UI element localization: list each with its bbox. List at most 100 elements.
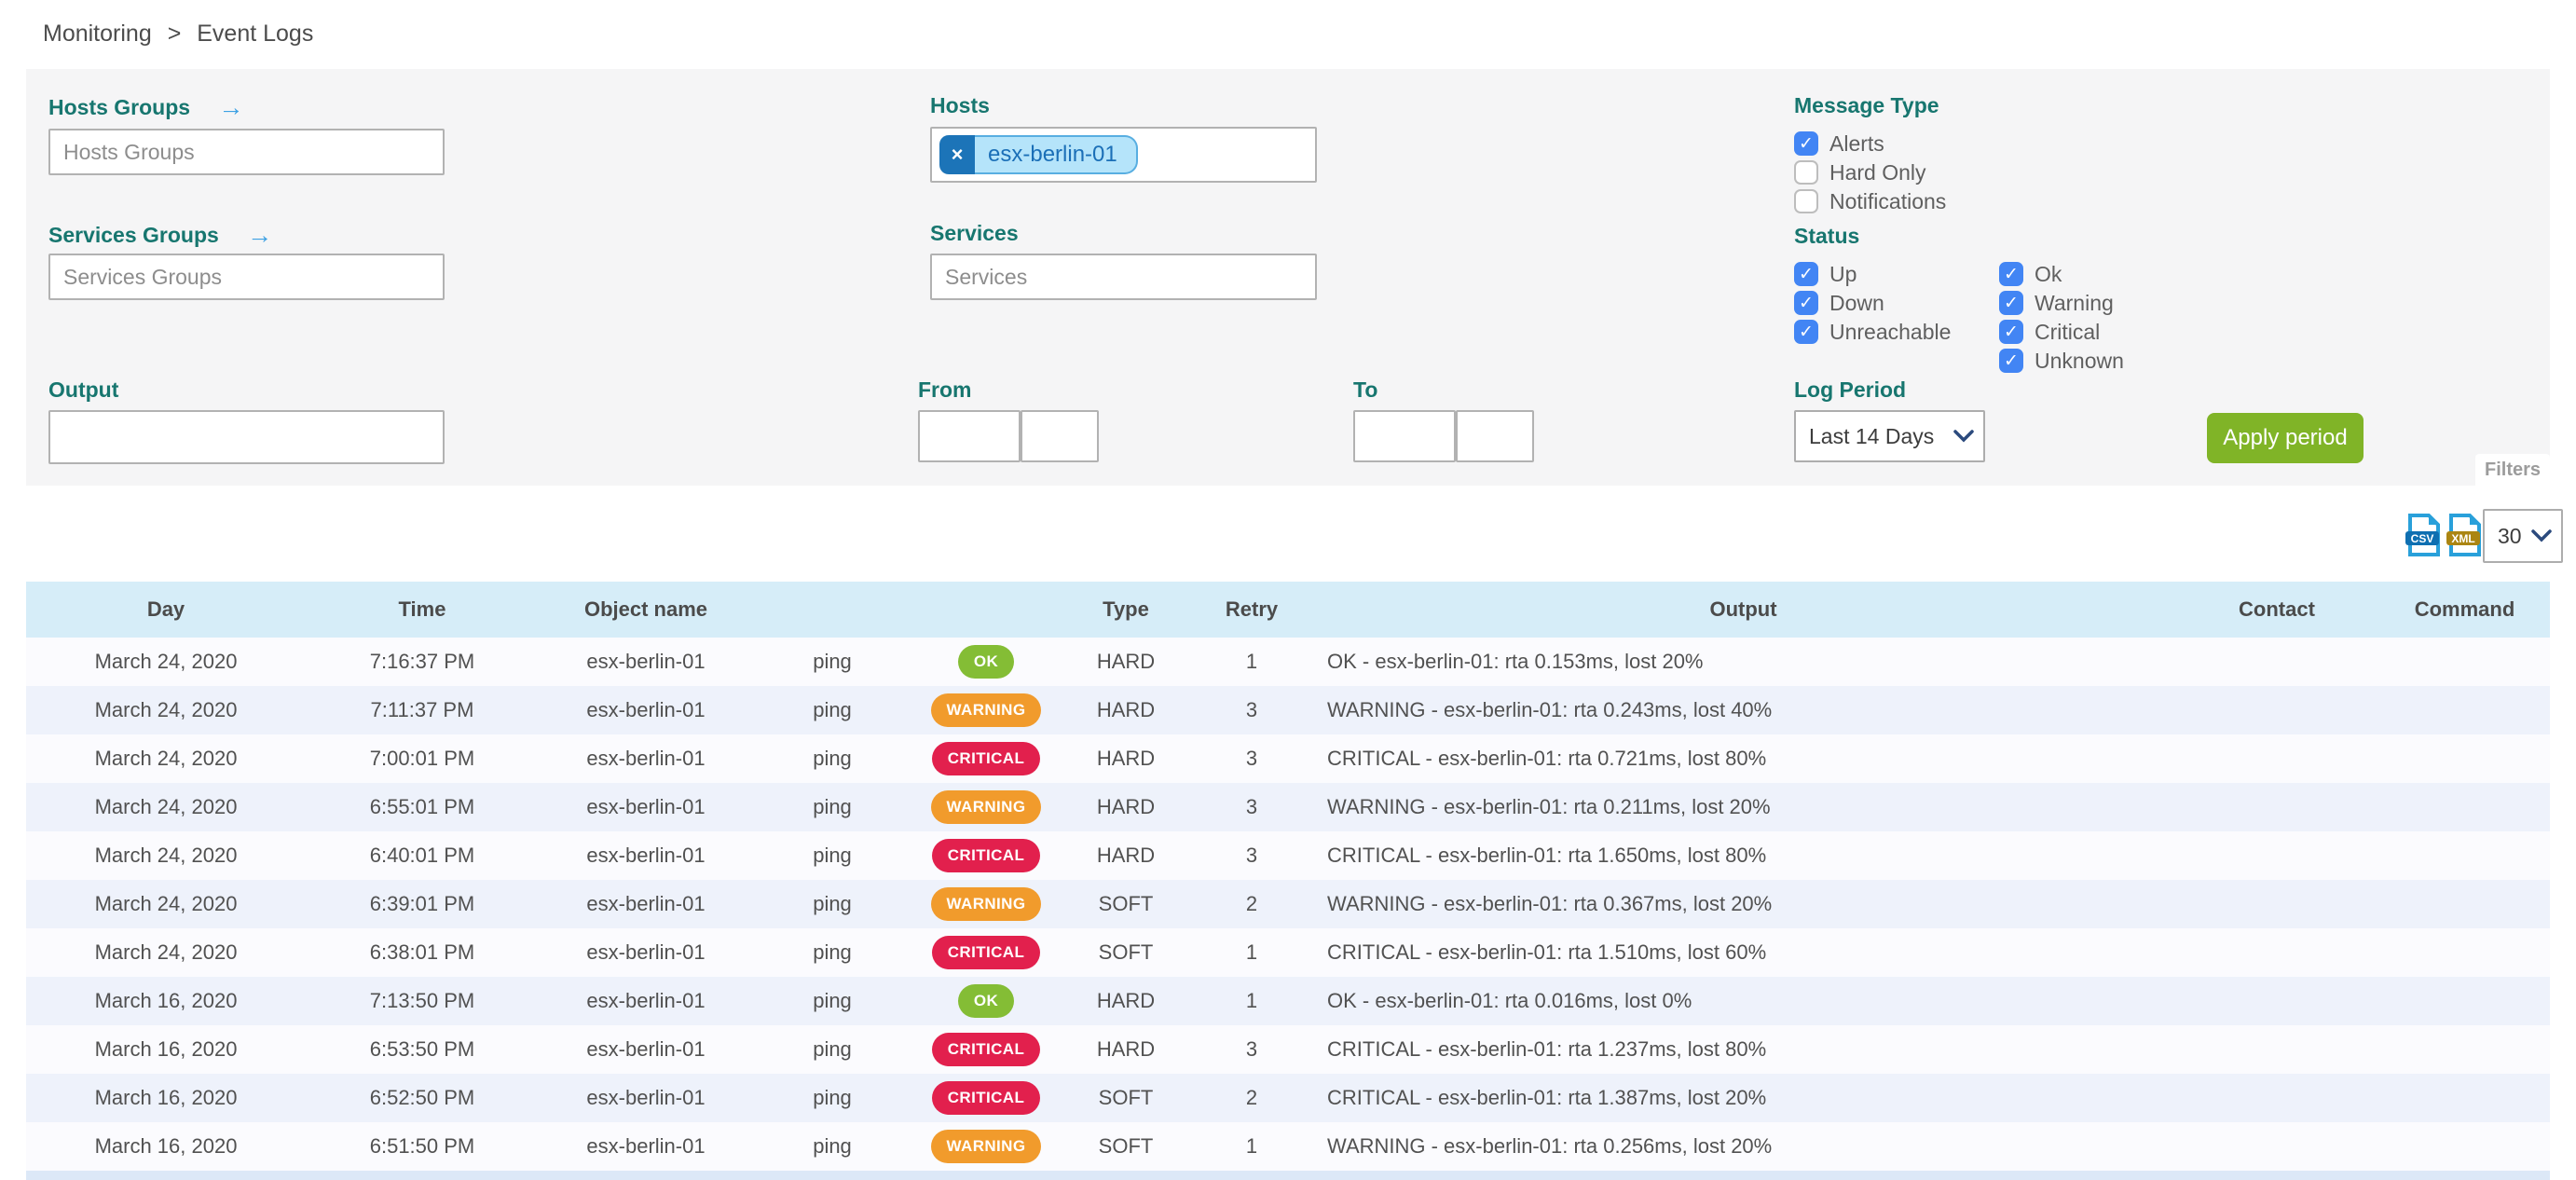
- table-row[interactable]: March 16, 2020 6:52:50 PM esx-berlin-01 …: [26, 1074, 2550, 1122]
- checkbox-critical[interactable]: Critical: [1999, 319, 2100, 345]
- to-time-input[interactable]: [1456, 410, 1534, 462]
- cell-retry: 2: [1245, 892, 1258, 915]
- column-header-retry[interactable]: Retry: [1225, 597, 1279, 621]
- from-time-input[interactable]: [1021, 410, 1099, 462]
- table-row[interactable]: March 16, 2020 7:13:50 PM esx-berlin-01 …: [26, 977, 2550, 1025]
- export-xml-icon[interactable]: XML: [2446, 514, 2483, 556]
- cell-output: OK - esx-berlin-01: rta 0.016ms, lost 0%: [1327, 989, 1692, 1012]
- apply-period-button[interactable]: Apply period: [2207, 413, 2364, 463]
- output-input[interactable]: [48, 410, 445, 464]
- filter-panel: Hosts Groups → Services Groups → Output …: [26, 69, 2550, 486]
- table-row[interactable]: March 24, 2020 6:39:01 PM esx-berlin-01 …: [26, 880, 2550, 928]
- checkbox-up-box[interactable]: [1794, 262, 1818, 286]
- table-row[interactable]: March 24, 2020 6:38:01 PM esx-berlin-01 …: [26, 928, 2550, 977]
- checkbox-warning-box[interactable]: [1999, 291, 2023, 315]
- checkbox-notifications-box[interactable]: [1794, 189, 1818, 213]
- cell-service: ping: [813, 650, 852, 673]
- checkbox-unreachable-box[interactable]: [1794, 320, 1818, 344]
- cell-object-name: esx-berlin-01: [586, 747, 706, 770]
- cell-type: HARD: [1096, 698, 1156, 721]
- column-header-contact[interactable]: Contact: [2239, 597, 2315, 621]
- cell-day: March 16, 2020: [94, 1037, 238, 1061]
- status-badge: CRITICAL: [931, 1081, 1041, 1115]
- cell-time: 7:11:37 PM: [370, 698, 474, 721]
- cell-time: 6:39:01 PM: [369, 892, 475, 915]
- from-date-input[interactable]: [918, 410, 1021, 462]
- checkbox-critical-box[interactable]: [1999, 320, 2023, 344]
- arrow-right-icon[interactable]: →: [218, 93, 244, 121]
- checkbox-unknown-label: Unknown: [2035, 348, 2124, 373]
- checkbox-up[interactable]: Up: [1794, 261, 1857, 287]
- filters-tab[interactable]: Filters: [2475, 454, 2550, 486]
- checkbox-unknown-box[interactable]: [1999, 349, 2023, 373]
- hosts-label: Hosts: [930, 93, 990, 117]
- cell-day: March 24, 2020: [94, 747, 238, 770]
- cell-status: CRITICAL: [911, 1033, 1061, 1066]
- table-row[interactable]: March 24, 2020 7:00:01 PM esx-berlin-01 …: [26, 734, 2550, 783]
- breadcrumb-monitoring[interactable]: Monitoring: [43, 21, 152, 47]
- cell-output: CRITICAL - esx-berlin-01: rta 0.721ms, l…: [1327, 747, 1767, 770]
- checkbox-ok-box[interactable]: [1999, 262, 2023, 286]
- table-row[interactable]: March 24, 2020 6:40:01 PM esx-berlin-01 …: [26, 831, 2550, 880]
- cell-time: 6:53:50 PM: [369, 1037, 475, 1061]
- export-csv-icon[interactable]: CSV: [2405, 514, 2442, 556]
- column-header-output[interactable]: Output: [1709, 597, 1777, 621]
- table-row[interactable]: March 24, 2020 6:55:01 PM esx-berlin-01 …: [26, 783, 2550, 831]
- checkbox-hard-only[interactable]: Hard Only: [1794, 159, 1926, 185]
- cell-type: HARD: [1096, 795, 1156, 818]
- column-header-time[interactable]: Time: [398, 597, 446, 621]
- cell-type: SOFT: [1098, 940, 1154, 964]
- cell-output: WARNING - esx-berlin-01: rta 0.256ms, lo…: [1327, 1134, 1773, 1158]
- checkbox-alerts[interactable]: Alerts: [1794, 130, 1884, 157]
- column-header-object-name[interactable]: Object name: [583, 597, 708, 621]
- status-badge: CRITICAL: [931, 1033, 1041, 1066]
- checkbox-down-label: Down: [1829, 290, 1884, 315]
- column-header-type[interactable]: Type: [1103, 597, 1149, 621]
- hosts-groups-input[interactable]: [48, 129, 445, 175]
- remove-host-tag-icon[interactable]: ×: [939, 135, 975, 174]
- checkbox-down-box[interactable]: [1794, 291, 1818, 315]
- status-badge: CRITICAL: [931, 936, 1041, 969]
- table-row[interactable]: March 24, 2020 7:11:37 PM esx-berlin-01 …: [26, 686, 2550, 734]
- hosts-input[interactable]: × esx-berlin-01: [930, 127, 1317, 183]
- checkbox-notifications[interactable]: Notifications: [1794, 188, 1946, 214]
- cell-object-name: esx-berlin-01: [586, 698, 706, 721]
- checkbox-unreachable[interactable]: Unreachable: [1794, 319, 1951, 345]
- to-date-input[interactable]: [1353, 410, 1456, 462]
- cell-status: CRITICAL: [911, 936, 1061, 969]
- page-size-select[interactable]: 30: [2483, 509, 2563, 563]
- checkbox-unreachable-label: Unreachable: [1829, 319, 1952, 344]
- cell-time: 6:40:01 PM: [369, 844, 475, 867]
- breadcrumb-event-logs[interactable]: Event Logs: [197, 21, 314, 47]
- breadcrumb-separator: >: [167, 21, 182, 47]
- checkbox-alerts-box[interactable]: [1794, 131, 1818, 156]
- arrow-right-icon[interactable]: →: [247, 221, 273, 249]
- cell-object-name: esx-berlin-01: [586, 1037, 706, 1061]
- cell-object-name: esx-berlin-01: [586, 892, 706, 915]
- cell-service: ping: [813, 698, 852, 721]
- checkbox-hard-only-box[interactable]: [1794, 160, 1818, 185]
- checkbox-down[interactable]: Down: [1794, 290, 1884, 316]
- event-table-body: March 24, 2020 7:16:37 PM esx-berlin-01 …: [26, 638, 2550, 1171]
- table-row[interactable]: March 24, 2020 7:16:37 PM esx-berlin-01 …: [26, 638, 2550, 686]
- breadcrumb: Monitoring > Event Logs: [43, 21, 322, 48]
- services-input[interactable]: [930, 254, 1317, 300]
- table-row[interactable]: March 16, 2020 6:51:50 PM esx-berlin-01 …: [26, 1122, 2550, 1171]
- cell-time: 7:16:37 PM: [369, 650, 475, 673]
- cell-type: HARD: [1096, 747, 1156, 770]
- checkbox-unknown[interactable]: Unknown: [1999, 348, 2124, 374]
- cell-object-name: esx-berlin-01: [586, 795, 706, 818]
- column-header-command[interactable]: Command: [2414, 597, 2515, 621]
- from-label: From: [918, 377, 972, 402]
- column-header-day[interactable]: Day: [146, 597, 185, 621]
- services-groups-input[interactable]: [48, 254, 445, 300]
- cell-day: March 24, 2020: [94, 650, 238, 673]
- cell-output: WARNING - esx-berlin-01: rta 0.243ms, lo…: [1327, 698, 1773, 721]
- checkbox-warning[interactable]: Warning: [1999, 290, 2114, 316]
- table-row[interactable]: March 16, 2020 6:53:50 PM esx-berlin-01 …: [26, 1025, 2550, 1074]
- cell-retry: 1: [1245, 989, 1258, 1012]
- cell-object-name: esx-berlin-01: [586, 844, 706, 867]
- log-period-select[interactable]: Last 14 Days: [1794, 410, 1985, 462]
- status-label: Status: [1794, 224, 1860, 248]
- checkbox-ok[interactable]: Ok: [1999, 261, 2062, 287]
